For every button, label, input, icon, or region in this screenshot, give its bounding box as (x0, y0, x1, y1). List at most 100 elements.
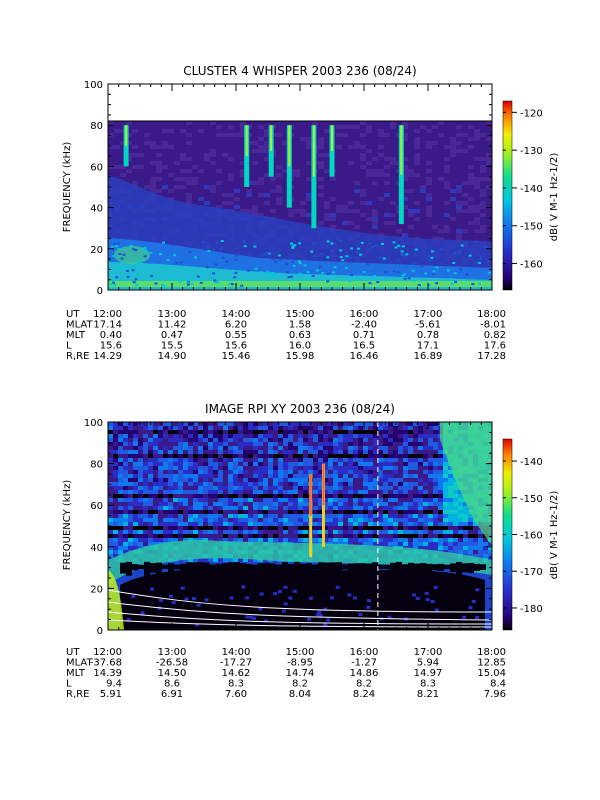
texture-cell (328, 534, 333, 538)
texture-cell (413, 442, 418, 446)
texture-cell (323, 474, 328, 478)
texture-cell (168, 514, 173, 518)
table-cell: -37.68 (90, 658, 122, 669)
texture-cell (248, 518, 253, 522)
texture-cell (303, 538, 308, 542)
texture-cell (488, 542, 492, 546)
texture-cell (450, 145, 456, 149)
texture-cell (234, 197, 240, 201)
texture-cell (128, 474, 133, 478)
table-cell: 16.46 (350, 351, 379, 362)
texture-cell (373, 470, 378, 474)
texture-cell (293, 510, 298, 514)
texture-cell (148, 478, 153, 482)
texture-cell (168, 502, 173, 506)
texture-cell (268, 482, 273, 486)
texture-cell (372, 275, 376, 278)
texture-cell (158, 470, 163, 474)
texture-cell (293, 474, 298, 478)
texture-cell (143, 442, 148, 446)
texture-cell (293, 518, 298, 522)
texture-cell (313, 438, 318, 442)
texture-cell (134, 248, 138, 251)
texture-cell (383, 450, 388, 454)
texture-cell (293, 478, 298, 482)
texture-cell (358, 446, 363, 450)
texture-cell (328, 518, 333, 522)
texture-cell (398, 490, 403, 494)
texture-cell (448, 538, 453, 542)
texture-cell (216, 563, 222, 572)
texture-cell (132, 281, 136, 284)
texture-cell (443, 458, 448, 462)
texture-cell (263, 470, 268, 474)
texture-cell (233, 478, 238, 482)
texture-cell (162, 165, 168, 169)
texture-cell (213, 466, 218, 470)
texture-cell (438, 498, 443, 502)
texture-cell (303, 462, 308, 466)
texture-cell (168, 530, 173, 534)
texture-cell (123, 494, 128, 498)
texture-cell (448, 478, 453, 482)
texture-cell (393, 514, 398, 518)
texture-cell (143, 430, 148, 434)
texture-cell (243, 506, 248, 510)
texture-cell (363, 482, 368, 486)
texture-cell (318, 494, 323, 498)
texture-cell (258, 149, 264, 153)
texture-cell (108, 510, 113, 514)
texture-cell (143, 454, 148, 458)
texture-cell (216, 169, 222, 173)
texture-cell (243, 245, 247, 248)
texture-cell (360, 201, 366, 205)
texture-cell (173, 470, 178, 474)
texture-cell (486, 153, 492, 157)
colorbar-tick-label: -170 (520, 567, 543, 578)
texture-cell (326, 280, 330, 283)
texture-cell (246, 189, 252, 193)
texture-cell (273, 506, 278, 510)
texture-cell (372, 225, 378, 229)
texture-cell (112, 255, 116, 258)
texture-cell (263, 450, 268, 454)
texture-cell (203, 498, 208, 502)
texture-cell (278, 538, 283, 542)
texture-cell (264, 562, 270, 574)
texture-cell (186, 181, 192, 185)
table-cell: 0.55 (225, 330, 247, 341)
texture-cell (133, 502, 138, 506)
texture-cell (403, 514, 408, 518)
texture-cell (128, 430, 133, 434)
texture-cell (456, 209, 462, 213)
spectrogram (108, 84, 492, 290)
texture-cell (423, 454, 428, 458)
texture-cell (123, 466, 128, 470)
texture-cell (388, 482, 393, 486)
texture-cell (383, 426, 388, 430)
texture-cell (113, 242, 117, 245)
texture-cell (293, 458, 298, 462)
texture-cell (318, 221, 324, 225)
texture-cell (433, 478, 438, 482)
texture-cell (273, 502, 278, 506)
texture-cell (278, 494, 283, 498)
texture-cell (318, 526, 323, 530)
texture-cell (373, 498, 378, 502)
texture-cell (178, 474, 183, 478)
texture-cell (378, 474, 383, 478)
texture-cell (428, 470, 433, 474)
texture-cell (133, 466, 138, 470)
texture-cell (133, 422, 138, 426)
emission-burst-core (322, 463, 325, 506)
texture-cell (288, 458, 293, 462)
texture-cell (114, 145, 120, 149)
texture-cell (268, 438, 273, 442)
texture-cell (363, 542, 368, 546)
texture-cell (306, 271, 310, 274)
texture-cell (338, 430, 343, 434)
texture-cell (128, 462, 133, 466)
texture-cell (318, 530, 323, 534)
texture-cell (291, 245, 295, 248)
texture-cell (268, 494, 273, 498)
